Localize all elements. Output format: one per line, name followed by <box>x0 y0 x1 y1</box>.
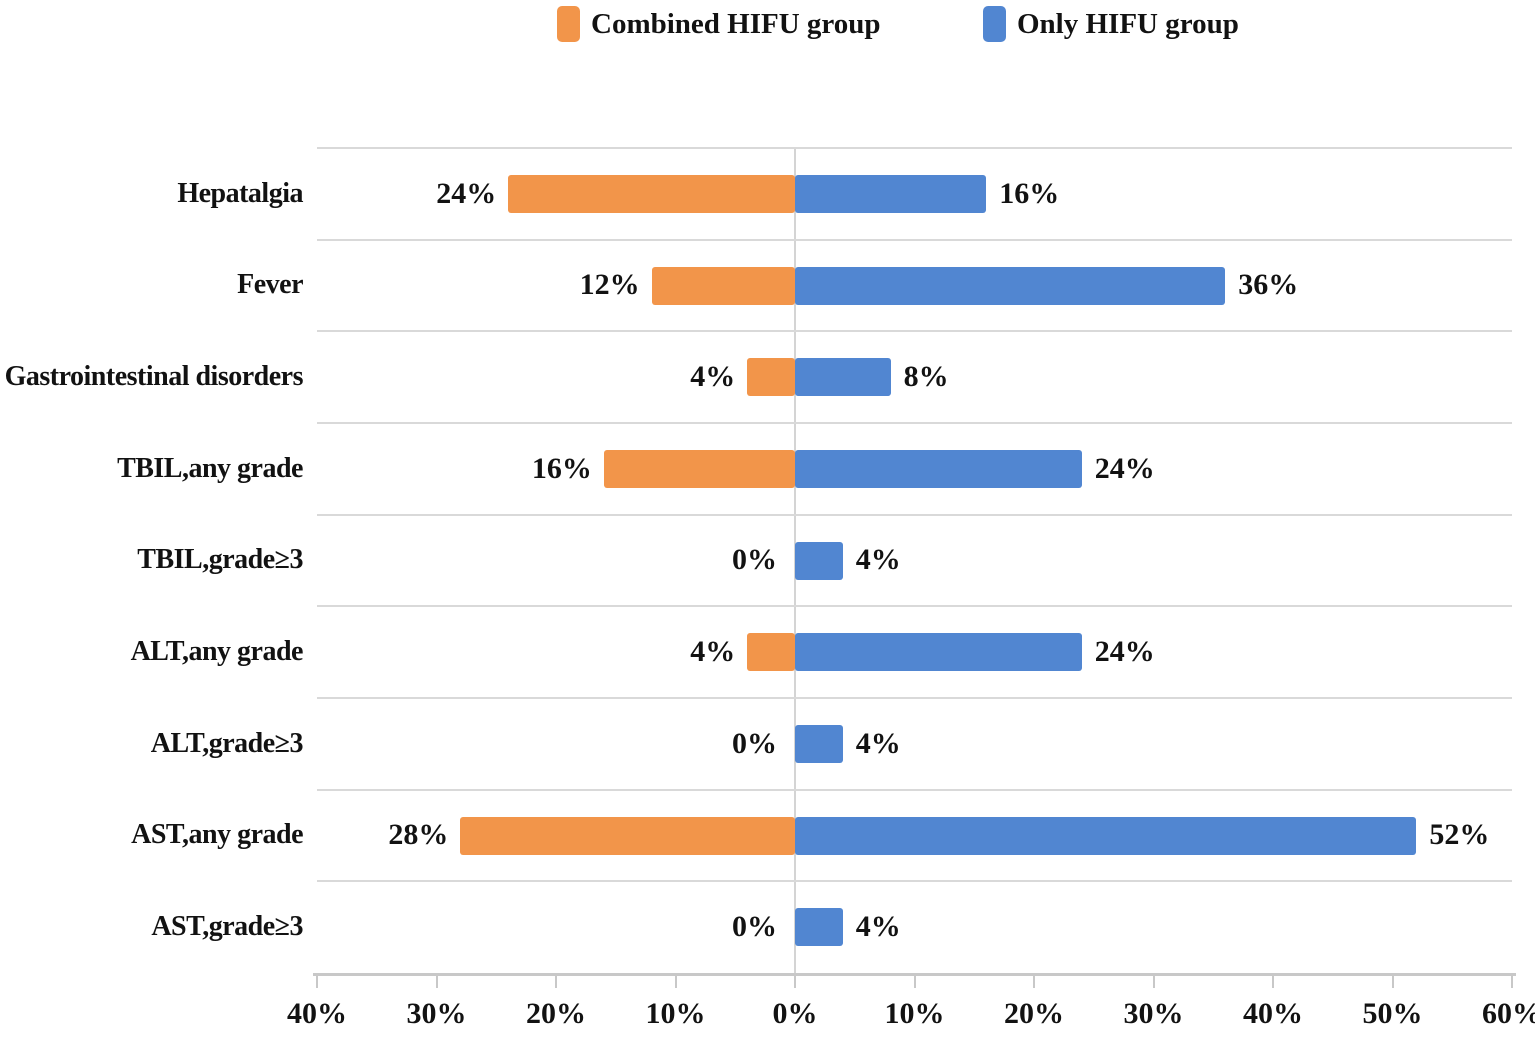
x-axis-tick <box>674 973 677 988</box>
x-axis-tick-label: 50% <box>1362 997 1423 1030</box>
category-label: AST,grade≥3 <box>151 911 303 943</box>
value-label: 24% <box>1094 451 1155 485</box>
row-separator-line <box>317 605 1512 608</box>
category-label: TBIL,any grade <box>117 452 303 484</box>
legend-swatch <box>557 6 580 42</box>
x-axis-tick <box>794 973 796 988</box>
bar-only-hifu-group <box>795 174 987 213</box>
bar-only-hifu-group <box>795 633 1082 672</box>
value-label: 24% <box>436 176 497 210</box>
legend-label: Only HIFU group <box>1017 7 1239 40</box>
x-axis-tick-label: 30% <box>406 997 467 1030</box>
legend-item-combined-hifu-group: Combined HIFU group <box>557 4 881 44</box>
value-label: 4% <box>855 910 901 944</box>
legend-label: Combined HIFU group <box>591 7 881 40</box>
x-axis-tick <box>555 973 557 988</box>
category-label: ALT,any grade <box>130 636 304 668</box>
x-axis-tick-label: 60% <box>1482 997 1535 1030</box>
value-label: 8% <box>903 360 949 394</box>
value-label: 4% <box>690 360 736 394</box>
legend-swatch <box>983 6 1006 42</box>
legend-item-only-hifu-group: Only HIFU group <box>983 4 1239 44</box>
value-label: 4% <box>690 635 736 669</box>
value-label: 16% <box>999 176 1060 210</box>
row-separator-line <box>317 238 1512 241</box>
value-label: 0% <box>732 910 777 944</box>
legend: Combined HIFU group Only HIFU group <box>0 0 1535 52</box>
bar-only-hifu-group <box>795 724 843 763</box>
bar-only-hifu-group <box>795 908 843 947</box>
value-label: 12% <box>579 268 640 302</box>
value-label: 52% <box>1429 818 1490 852</box>
value-label: 16% <box>531 451 592 485</box>
bar-only-hifu-group <box>795 449 1082 488</box>
bar-combined-hifu-group <box>651 266 795 305</box>
category-label: Hepatalgia <box>177 177 303 209</box>
x-axis-tick-label: 40% <box>287 997 347 1030</box>
value-label: 4% <box>855 726 901 760</box>
x-axis-tick <box>1152 973 1155 988</box>
category-label: Gastrointestinal disorders <box>4 361 304 393</box>
row-separator-line <box>317 513 1512 516</box>
row-separator-line <box>317 422 1512 424</box>
row-separator-line <box>317 788 1512 791</box>
row-separator-line <box>317 880 1512 883</box>
x-axis-tick <box>1391 973 1394 988</box>
x-axis-tick <box>1272 973 1274 988</box>
x-axis-tick-label: 30% <box>1123 997 1184 1030</box>
x-axis-tick-label: 0% <box>772 997 818 1030</box>
category-label: AST,any grade <box>131 819 303 851</box>
value-label: 0% <box>732 543 777 577</box>
bar-combined-hifu-group <box>603 449 795 488</box>
category-label: TBIL,grade≥3 <box>137 544 303 576</box>
x-axis-tick-label: 20% <box>526 997 586 1030</box>
category-label: ALT,grade≥3 <box>150 727 304 759</box>
x-axis-tick <box>316 973 318 988</box>
value-label: 36% <box>1238 268 1299 302</box>
value-label: 0% <box>732 726 777 760</box>
value-label: 4% <box>855 543 901 577</box>
x-axis-tick <box>913 973 916 988</box>
x-axis-tick-label: 10% <box>645 997 706 1030</box>
x-axis-tick-label: 10% <box>884 997 945 1030</box>
value-label: 28% <box>388 818 449 852</box>
category-label: Fever <box>237 269 303 301</box>
bar-only-hifu-group <box>795 816 1417 855</box>
bar-combined-hifu-group <box>747 633 795 672</box>
row-separator-line <box>317 697 1512 699</box>
bar-combined-hifu-group <box>460 816 795 855</box>
bar-only-hifu-group <box>795 266 1226 305</box>
x-axis-tick <box>1511 973 1513 988</box>
value-label: 24% <box>1094 635 1155 669</box>
bar-only-hifu-group <box>795 358 891 397</box>
row-separator-line <box>317 147 1512 149</box>
bar-only-hifu-group <box>795 541 843 580</box>
x-axis-tick-label: 20% <box>1004 997 1064 1030</box>
bar-combined-hifu-group <box>747 358 795 397</box>
x-axis-tick <box>435 973 438 988</box>
x-axis-tick <box>1033 973 1035 988</box>
row-separator-line <box>317 330 1512 333</box>
x-axis-tick-label: 40% <box>1243 997 1303 1030</box>
bar-combined-hifu-group <box>508 174 795 213</box>
